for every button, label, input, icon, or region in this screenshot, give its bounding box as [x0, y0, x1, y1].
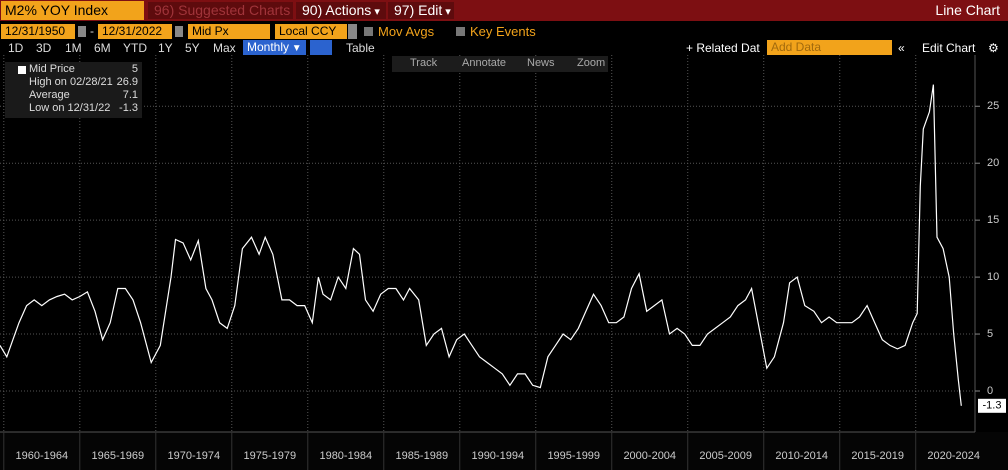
x-tick-label: 1965-1969 [91, 450, 144, 462]
legend-label: Average [29, 89, 70, 101]
table-button[interactable]: Table [346, 41, 375, 55]
chart-mode-icon[interactable] [310, 40, 332, 55]
period-button[interactable]: 1Y [158, 41, 173, 55]
y-tick-label: 5 [987, 328, 993, 340]
related-data[interactable]: + Related Dat [686, 41, 760, 55]
news-tool[interactable]: News [527, 57, 555, 69]
x-tick-label: 2010-2014 [775, 450, 828, 462]
x-tick-label: 1970-1974 [167, 450, 220, 462]
period-button[interactable]: Max [213, 41, 236, 55]
x-tick-label: 1990-1994 [471, 450, 524, 462]
calendar-icon[interactable] [78, 26, 86, 37]
legend-swatch [18, 66, 26, 74]
currency-select[interactable]: Local CCY [275, 24, 347, 39]
end-date[interactable]: 12/31/2022 [98, 24, 172, 39]
collapse-icon[interactable]: « [898, 41, 905, 55]
calendar-icon[interactable] [175, 26, 183, 37]
tool-bar [392, 56, 608, 72]
period-button[interactable]: 5Y [185, 41, 200, 55]
last-value-label: -1.3 [983, 400, 1002, 412]
key-events[interactable]: Key Events [470, 24, 536, 39]
period-button[interactable]: 6M [94, 41, 111, 55]
x-tick-label: 1960-1964 [15, 450, 68, 462]
edit-menu[interactable]: 97) Edit [388, 2, 454, 19]
mov-avgs[interactable]: Mov Avgs [378, 24, 435, 39]
legend-label: Low on 12/31/22 [29, 102, 111, 114]
zoom-tool[interactable]: Zoom [577, 57, 606, 69]
period-button[interactable]: 1D [8, 41, 24, 55]
annotate-tool[interactable]: Annotate [462, 57, 507, 69]
checkbox[interactable] [364, 27, 373, 36]
suggested-charts[interactable]: 96) Suggested Charts [148, 2, 293, 19]
add-data-input[interactable]: Add Data [767, 40, 892, 55]
date-dash: - [90, 24, 94, 38]
frequency-select[interactable]: Monthly [243, 40, 306, 55]
x-tick-label: 2020-2024 [927, 450, 980, 462]
y-tick-label: 10 [987, 271, 999, 283]
start-date[interactable]: 12/31/1950 [1, 24, 75, 39]
x-tick-label: 1995-1999 [547, 450, 600, 462]
dropdown-arrow[interactable] [348, 24, 357, 39]
x-tick-label: 1985-1989 [395, 450, 448, 462]
actions-menu[interactable]: 90) Actions [296, 2, 386, 19]
y-tick-label: 25 [987, 100, 999, 112]
chart: 0 5 10 15 20 25 1960-1964 1965-1969 1970-1974 197… [0, 55, 1008, 470]
legend-value: -1.3 [119, 102, 138, 114]
checkbox[interactable] [456, 27, 465, 36]
legend-label: High on 02/28/21 [29, 76, 113, 88]
track-tool[interactable]: Track [410, 57, 438, 69]
x-tick-label: 2000-2004 [623, 450, 676, 462]
y-tick-label: 15 [987, 214, 999, 226]
settings-icon[interactable]: ⚙ [988, 41, 999, 55]
legend-value: 26.9 [116, 76, 138, 88]
period-button[interactable]: 1M [65, 41, 82, 55]
y-tick-label: 20 [987, 157, 999, 169]
last-value-badge [978, 398, 1006, 413]
x-tick-label: 2015-2019 [851, 450, 904, 462]
legend-label: Mid Price [29, 63, 75, 75]
legend-value: 5 [131, 63, 138, 75]
period-button[interactable]: YTD [123, 41, 147, 55]
ticker-box[interactable]: M2% YOY Index [1, 1, 144, 20]
legend: Mid Price 5 High on 02/28/21 26.9 Averag… [5, 62, 142, 118]
edit-chart[interactable]: Edit Chart [922, 41, 976, 55]
period-button[interactable]: 3D [36, 41, 52, 55]
y-tick-label: 0 [987, 385, 993, 397]
chart-kind: Line Chart [935, 2, 1000, 18]
field-select[interactable]: Mid Px [188, 24, 270, 39]
series-line [0, 84, 962, 406]
legend-value: 7.1 [122, 89, 138, 101]
x-tick-label: 1975-1979 [243, 450, 296, 462]
x-tick-label: 2005-2009 [699, 450, 752, 462]
x-tick-label: 1980-1984 [319, 450, 372, 462]
